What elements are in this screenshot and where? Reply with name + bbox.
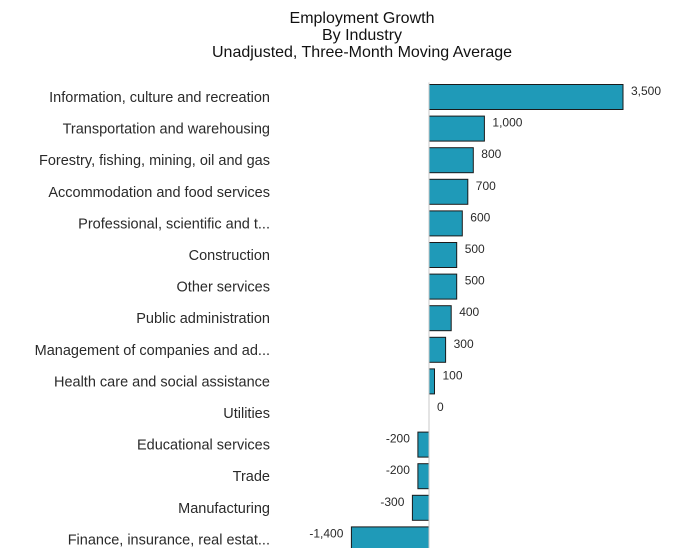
chart-title: Employment Growth [289,10,435,27]
bar-9 [428,368,435,395]
category-label-6: Other services [177,280,270,296]
category-label-8: Management of companies and ad... [35,343,270,359]
value-label-6: 500 [465,274,485,288]
value-label-2: 800 [481,147,501,161]
bar-14 [350,526,430,548]
category-label-2: Forestry, fishing, mining, oil and gas [39,153,270,169]
value-label-8: 300 [454,337,474,351]
value-label-13: -300 [380,495,404,509]
category-label-0: Information, culture and recreation [49,90,270,106]
category-labels-layer: Information, culture and recreation Trans… [35,90,270,548]
category-label-4: Professional, scientific and t... [78,216,270,232]
value-label-7: 400 [459,305,479,319]
category-label-12: Trade [233,469,270,485]
value-label-10: 0 [437,400,444,414]
bar-3 [428,178,469,205]
category-label-10: Utilities [223,406,270,422]
category-label-13: Manufacturing [178,501,270,517]
category-label-14: Finance, insurance, real estat... [68,532,270,548]
value-labels-layer: 3,500 1,000 800 700 600 500 500 400 300 100 0 -200 -… [309,84,661,540]
bar-12 [417,463,430,490]
bar-11 [417,431,430,458]
bar-8 [428,336,447,363]
chart-subtitle-line-2: Unadjusted, Three-Month Moving Average [211,44,513,61]
value-label-5: 500 [465,242,485,256]
bar-6 [428,273,458,300]
category-label-5: Construction [189,248,270,264]
value-label-12: -200 [386,463,410,477]
category-label-9: Health care and social assistance [54,374,270,390]
value-label-3: 700 [476,179,496,193]
bar-0 [428,84,624,110]
bar-1 [428,115,485,142]
bar-2 [428,147,474,174]
value-label-9: 100 [443,368,463,382]
bar-13 [411,494,430,521]
category-label-7: Public administration [136,311,270,327]
category-label-3: Accommodation and food services [48,185,270,201]
value-label-0: 3,500 [631,84,661,98]
bar-7 [428,305,452,332]
value-label-1: 1,000 [492,116,522,130]
category-label-1: Transportation and warehousing [63,122,270,138]
category-label-11: Educational services [137,438,270,454]
bar-5 [428,242,458,268]
value-label-4: 600 [470,210,490,224]
chart-title-block: Employment Growth By Industry Unadjusted… [0,10,680,61]
value-label-14: -1,400 [309,526,343,540]
value-label-11: -200 [386,432,410,446]
chart-subtitle-line-1: By Industry [321,27,403,44]
bar-4 [428,210,463,237]
